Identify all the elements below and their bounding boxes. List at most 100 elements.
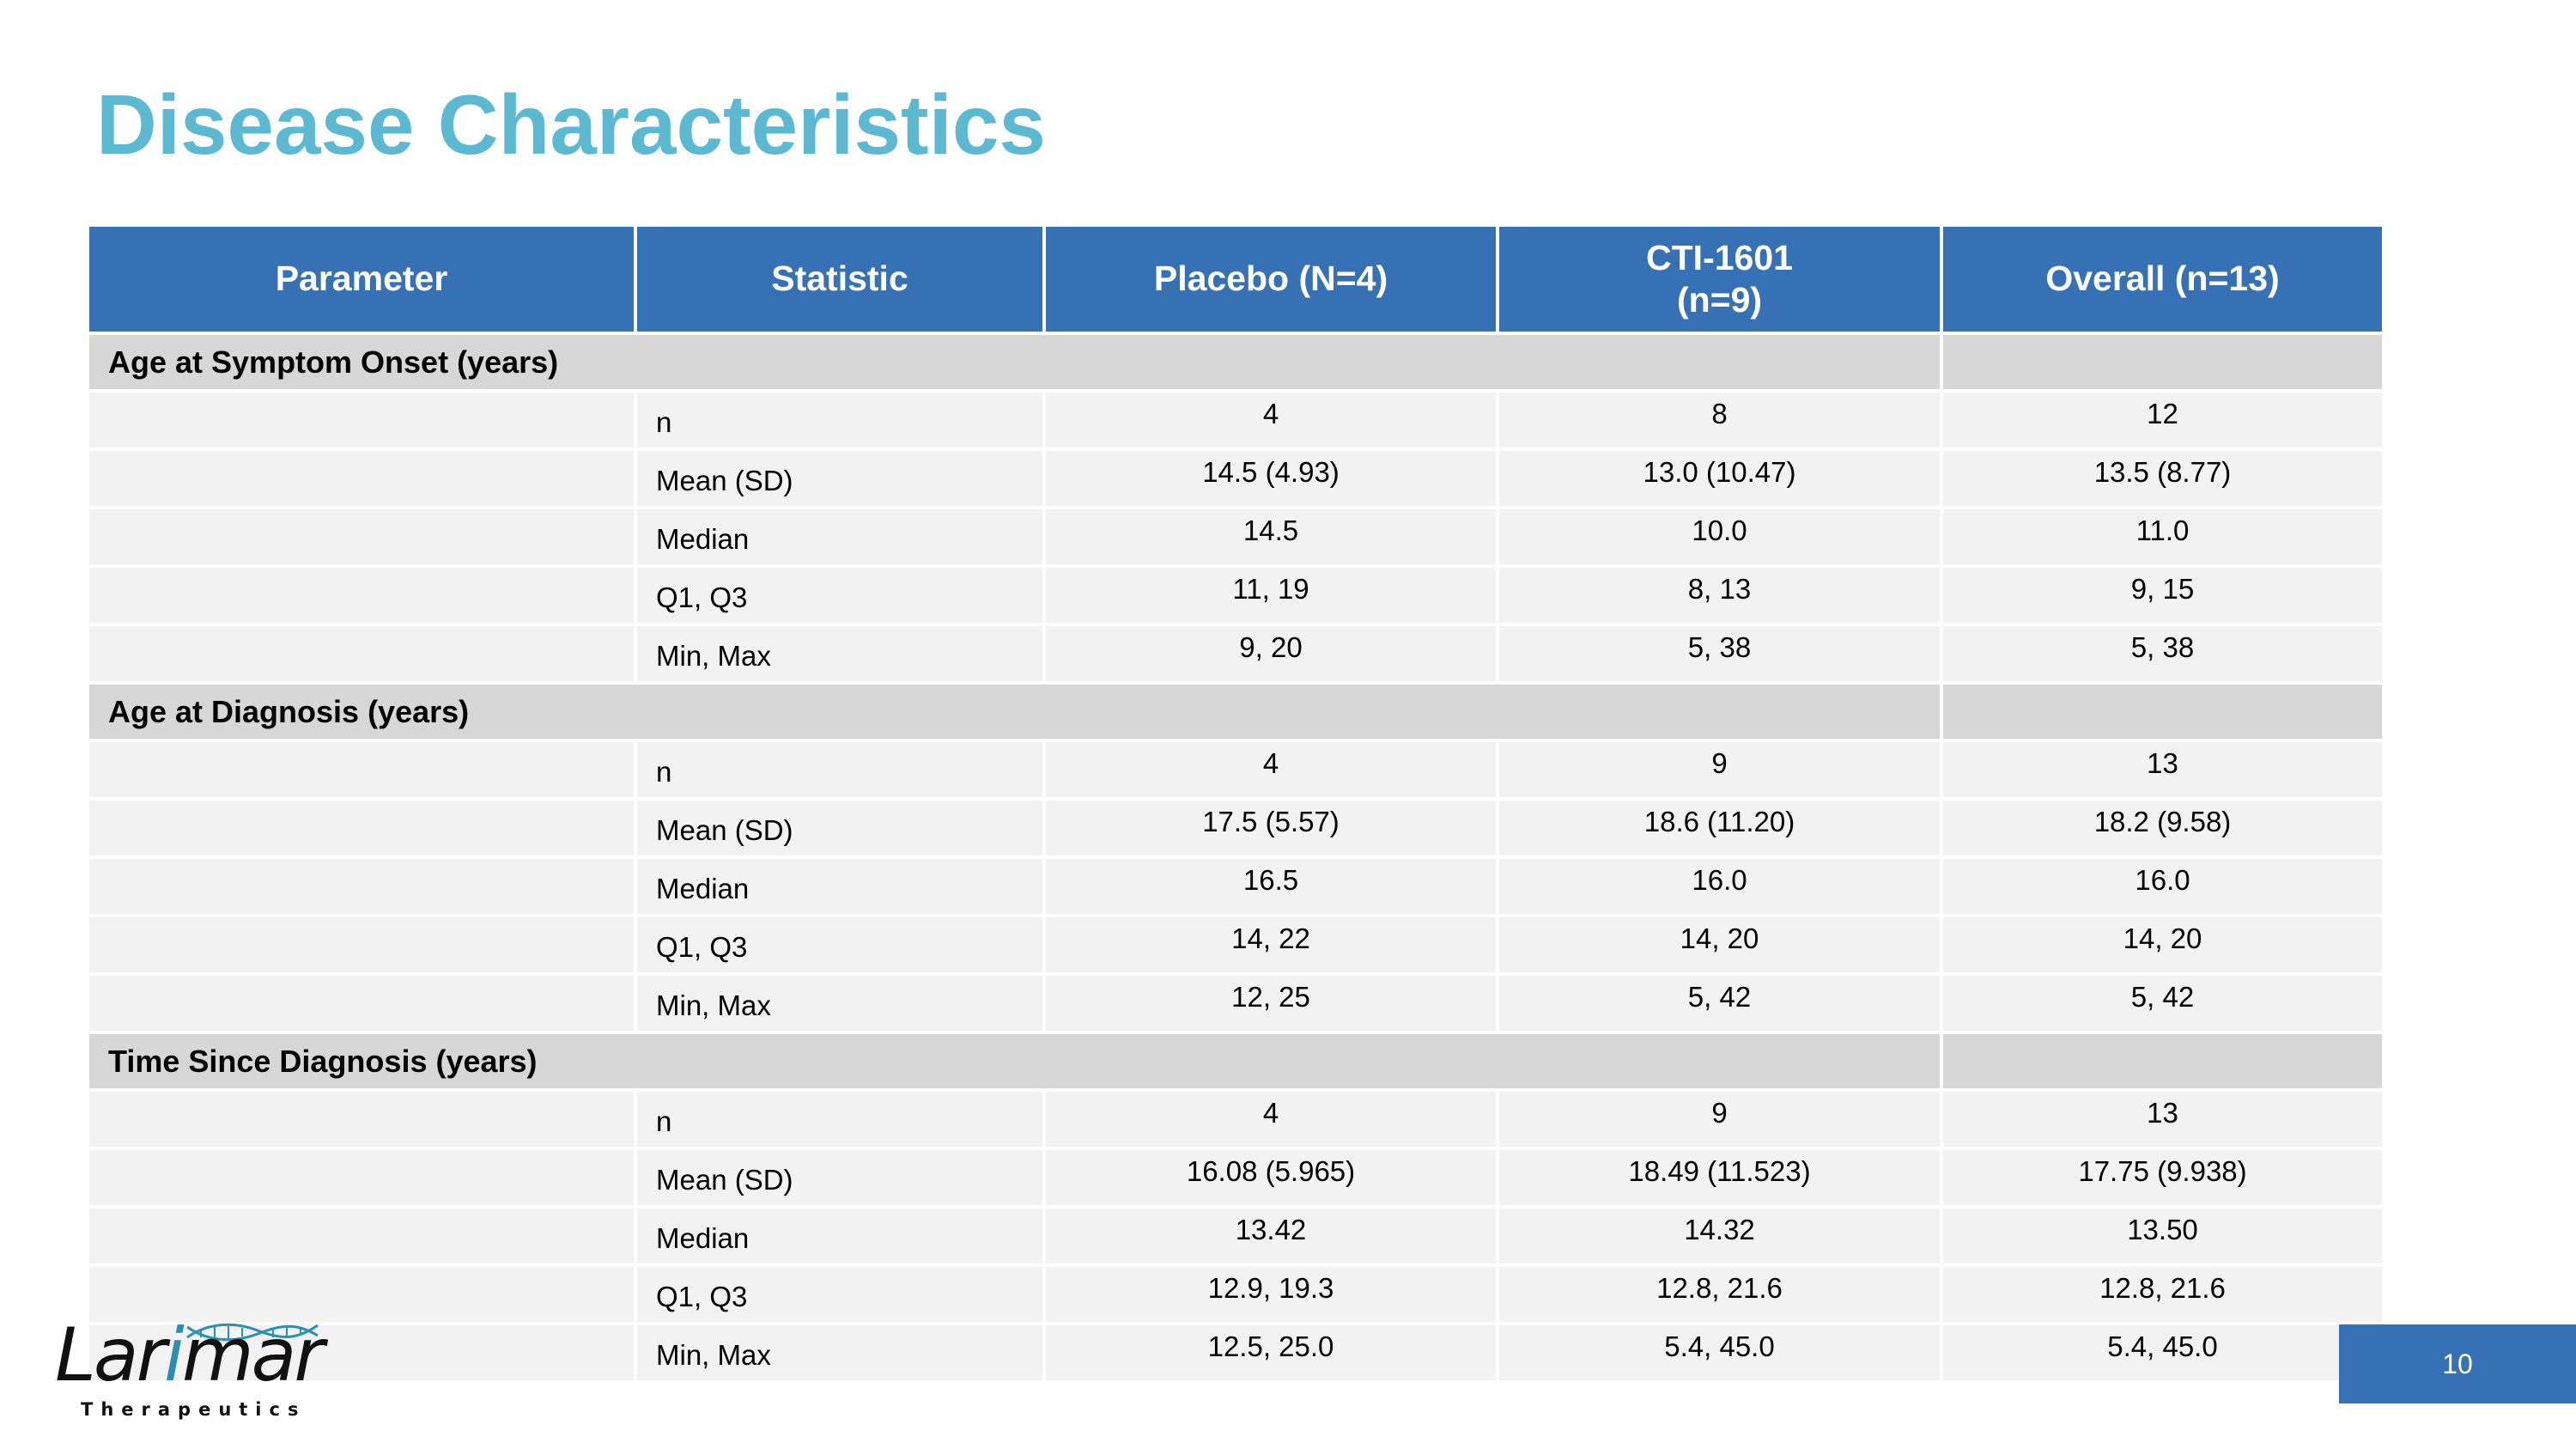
header-cti-1601-line1: CTI-1601 bbox=[1646, 237, 1793, 277]
page-number: 10 bbox=[2339, 1324, 2576, 1403]
group-label: Age at Diagnosis (years) bbox=[86, 681, 1943, 742]
placebo-value: 12.5, 25.0 bbox=[1042, 1322, 1499, 1384]
parameter-cell bbox=[86, 623, 637, 685]
overall-value: 13.50 bbox=[1940, 1205, 2385, 1267]
overall-value: 5, 38 bbox=[1940, 623, 2385, 685]
statistic-label: Median bbox=[634, 1205, 1046, 1267]
table-row: n 4 9 13 bbox=[86, 739, 2385, 801]
table-group-row: Age at Diagnosis (years) bbox=[86, 681, 2385, 742]
cti-1601-value: 14.32 bbox=[1496, 1205, 1943, 1267]
placebo-value: 17.5 (5.57) bbox=[1042, 797, 1499, 859]
parameter-cell bbox=[86, 797, 637, 859]
statistic-label: Median bbox=[634, 506, 1046, 568]
cti-1601-value: 12.8, 21.6 bbox=[1496, 1263, 1943, 1325]
placebo-value: 9, 20 bbox=[1042, 623, 1499, 685]
cti-1601-value: 9 bbox=[1496, 739, 1943, 801]
table-row: Median 14.5 10.0 11.0 bbox=[86, 506, 2385, 568]
overall-value: 14, 20 bbox=[1940, 914, 2385, 976]
statistic-label: n bbox=[634, 389, 1046, 451]
table-body: Age at Symptom Onset (years) n 4 8 12 Mean (S… bbox=[86, 332, 2385, 1384]
placebo-value: 16.08 (5.965) bbox=[1042, 1147, 1499, 1209]
table-row: Min, Max 12.5, 25.0 5.4, 45.0 5.4, 45.0 bbox=[86, 1322, 2385, 1384]
table-row: Min, Max 12, 25 5, 42 5, 42 bbox=[86, 972, 2385, 1034]
statistic-label: Mean (SD) bbox=[634, 1147, 1046, 1209]
cti-1601-value: 5, 38 bbox=[1496, 623, 1943, 685]
parameter-cell bbox=[86, 564, 637, 626]
cti-1601-value: 14, 20 bbox=[1496, 914, 1943, 976]
placebo-value: 14.5 bbox=[1042, 506, 1499, 568]
header-overall: Overall (n=13) bbox=[1940, 227, 2385, 335]
logo-tagline: Therapeutics bbox=[81, 1399, 307, 1420]
placebo-value: 4 bbox=[1042, 1088, 1499, 1150]
table-row: Mean (SD) 16.08 (5.965) 18.49 (11.523) 17.7… bbox=[86, 1147, 2385, 1209]
overall-value: 16.0 bbox=[1940, 855, 2385, 917]
cti-1601-value: 13.0 (10.47) bbox=[1496, 447, 1943, 509]
data-table: Parameter Statistic Placebo (N=4) CTI-16… bbox=[86, 227, 2385, 1384]
header-placebo: Placebo (N=4) bbox=[1042, 227, 1499, 335]
cti-1601-value: 5, 42 bbox=[1496, 972, 1943, 1034]
cti-1601-value: 18.6 (11.20) bbox=[1496, 797, 1943, 859]
parameter-cell bbox=[86, 855, 637, 917]
overall-value: 9, 15 bbox=[1940, 564, 2385, 626]
table-row: Min, Max 9, 20 5, 38 5, 38 bbox=[86, 623, 2385, 685]
placebo-value: 12, 25 bbox=[1042, 972, 1499, 1034]
parameter-cell bbox=[86, 389, 637, 451]
placebo-value: 13.42 bbox=[1042, 1205, 1499, 1267]
disease-characteristics-table: Parameter Statistic Placebo (N=4) CTI-16… bbox=[86, 227, 2385, 1384]
parameter-cell bbox=[86, 506, 637, 568]
table-row: Median 16.5 16.0 16.0 bbox=[86, 855, 2385, 917]
statistic-label: Q1, Q3 bbox=[634, 914, 1046, 976]
logo-word-part3: mar bbox=[181, 1312, 325, 1398]
table-row: n 4 8 12 bbox=[86, 389, 2385, 451]
placebo-value: 11, 19 bbox=[1042, 564, 1499, 626]
header-cti-1601: CTI-1601 (n=9) bbox=[1496, 227, 1943, 335]
overall-value: 13 bbox=[1940, 739, 2385, 801]
cti-1601-value: 8 bbox=[1496, 389, 1943, 451]
placebo-value: 16.5 bbox=[1042, 855, 1499, 917]
group-empty-cell bbox=[1940, 332, 2385, 393]
logo-word-accent: i bbox=[163, 1312, 185, 1398]
overall-value: 13 bbox=[1940, 1088, 2385, 1150]
placebo-value: 4 bbox=[1042, 389, 1499, 451]
table-header-row: Parameter Statistic Placebo (N=4) CTI-16… bbox=[86, 227, 2385, 335]
overall-value: 18.2 (9.58) bbox=[1940, 797, 2385, 859]
parameter-cell bbox=[86, 739, 637, 801]
dna-helix-icon bbox=[186, 1323, 319, 1342]
statistic-label: n bbox=[634, 1088, 1046, 1150]
overall-value: 17.75 (9.938) bbox=[1940, 1147, 2385, 1209]
statistic-label: Mean (SD) bbox=[634, 797, 1046, 859]
group-label: Time Since Diagnosis (years) bbox=[86, 1031, 1943, 1092]
larimar-logo: Larimar Therapeutics bbox=[55, 1318, 325, 1422]
table-row: Q1, Q3 12.9, 19.3 12.8, 21.6 12.8, 21.6 bbox=[86, 1263, 2385, 1325]
statistic-label: Min, Max bbox=[634, 1322, 1046, 1384]
cti-1601-value: 18.49 (11.523) bbox=[1496, 1147, 1943, 1209]
overall-value: 5.4, 45.0 bbox=[1940, 1322, 2385, 1384]
cti-1601-value: 8, 13 bbox=[1496, 564, 1943, 626]
header-statistic: Statistic bbox=[634, 227, 1046, 335]
statistic-label: Mean (SD) bbox=[634, 447, 1046, 509]
logo-word-part1: Lar bbox=[55, 1312, 167, 1398]
placebo-value: 12.9, 19.3 bbox=[1042, 1263, 1499, 1325]
placebo-value: 4 bbox=[1042, 739, 1499, 801]
logo-wordmark: Larimar bbox=[55, 1318, 325, 1392]
parameter-cell bbox=[86, 1322, 637, 1384]
table-row: n 4 9 13 bbox=[86, 1088, 2385, 1150]
overall-value: 13.5 (8.77) bbox=[1940, 447, 2385, 509]
table-row: Mean (SD) 14.5 (4.93) 13.0 (10.47) 13.5 (8.… bbox=[86, 447, 2385, 509]
overall-value: 12.8, 21.6 bbox=[1940, 1263, 2385, 1325]
placebo-value: 14.5 (4.93) bbox=[1042, 447, 1499, 509]
statistic-label: Min, Max bbox=[634, 972, 1046, 1034]
table-row: Q1, Q3 14, 22 14, 20 14, 20 bbox=[86, 914, 2385, 976]
slide-title: Disease Characteristics bbox=[96, 77, 1046, 172]
parameter-cell bbox=[86, 1147, 637, 1209]
table-group-row: Time Since Diagnosis (years) bbox=[86, 1031, 2385, 1092]
table-group-row: Age at Symptom Onset (years) bbox=[86, 332, 2385, 393]
statistic-label: Min, Max bbox=[634, 623, 1046, 685]
table-row: Median 13.42 14.32 13.50 bbox=[86, 1205, 2385, 1267]
cti-1601-value: 9 bbox=[1496, 1088, 1943, 1150]
overall-value: 5, 42 bbox=[1940, 972, 2385, 1034]
parameter-cell bbox=[86, 1205, 637, 1267]
cti-1601-value: 5.4, 45.0 bbox=[1496, 1322, 1943, 1384]
overall-value: 11.0 bbox=[1940, 506, 2385, 568]
parameter-cell bbox=[86, 972, 637, 1034]
